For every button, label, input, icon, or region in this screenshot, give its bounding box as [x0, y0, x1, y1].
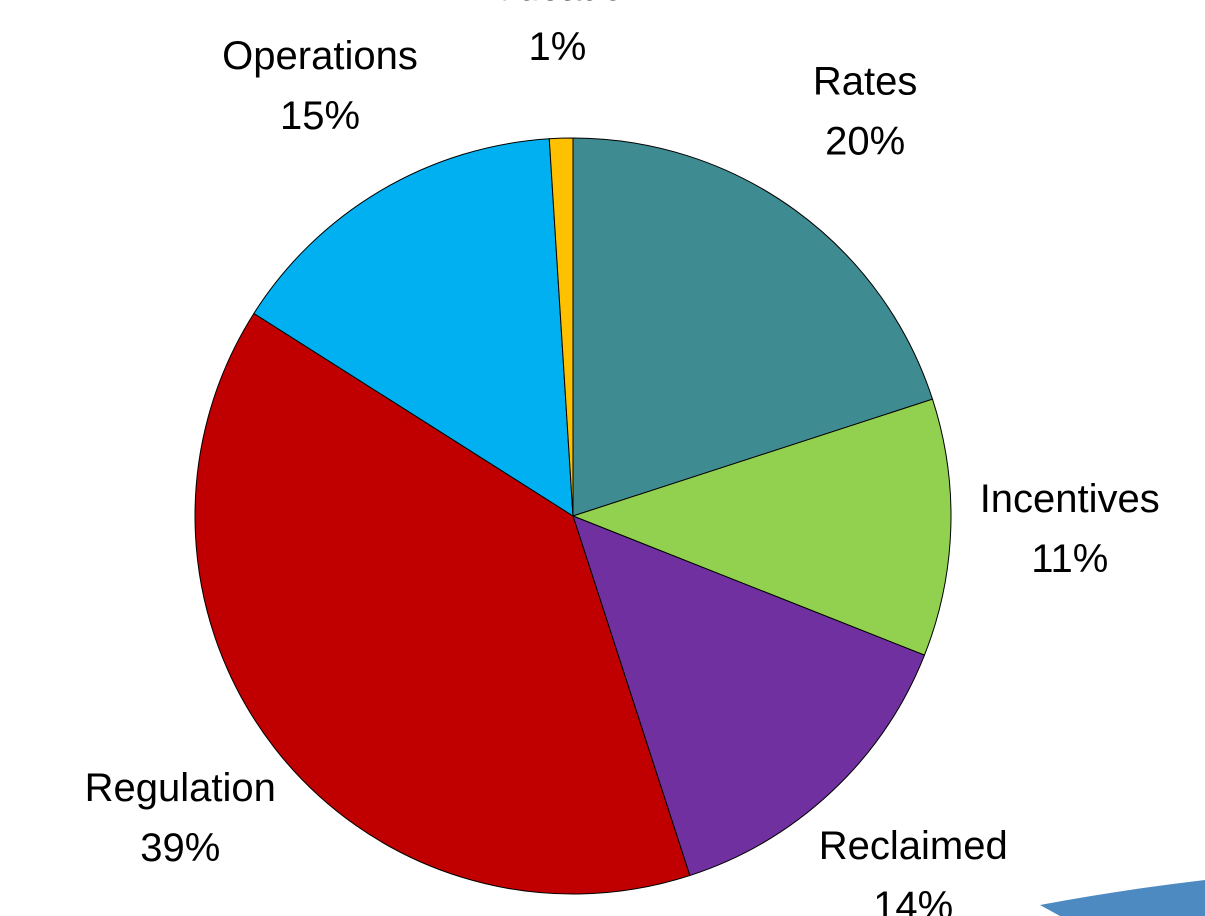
pie-slice: [571, 398, 952, 656]
pie-slice: [548, 137, 574, 517]
slice-value-label: 11%: [1031, 537, 1108, 581]
slice-label: Regulation: [85, 766, 276, 810]
slice-label: Rates: [813, 59, 918, 103]
slice-label: Reclaimed: [819, 824, 1008, 868]
pie-slice: [253, 138, 574, 517]
slice-value-label: 1%: [528, 25, 586, 69]
decor-swoosh: [1040, 880, 1205, 916]
slice-value-label: 39%: [140, 826, 220, 870]
pie-slice: [194, 312, 691, 895]
slice-label: Incentives: [980, 477, 1160, 521]
slice-value-label: 20%: [825, 119, 905, 163]
slice-value-label: 14%: [873, 884, 953, 916]
slice-value-label: 15%: [280, 94, 360, 138]
slice-label: Education: [468, 0, 646, 9]
slice-label: Operations: [222, 34, 418, 78]
pie-slice: [572, 137, 934, 517]
